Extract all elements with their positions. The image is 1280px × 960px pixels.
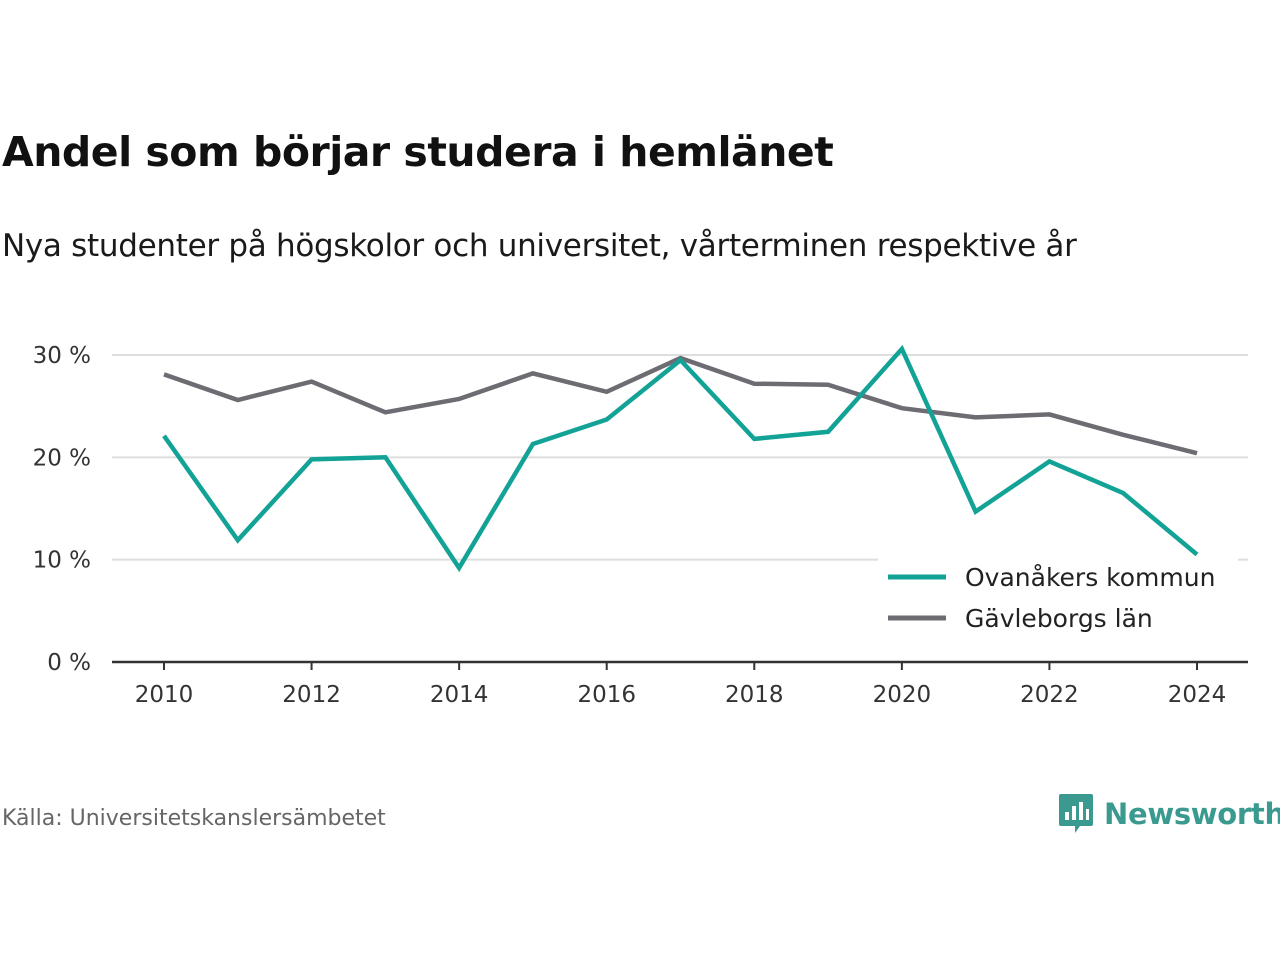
series-line-ovanaker <box>162 344 1199 573</box>
series-line-gavleborg <box>163 355 1198 456</box>
x-tick-label: 2010 <box>135 682 194 708</box>
x-tick-label: 2016 <box>577 682 636 708</box>
x-axis-ticks: 2010 2012 2014 2016 2018 2020 2022 2024 <box>135 662 1227 708</box>
chart-title: Andel som börjar studera i hemlänet <box>2 128 834 176</box>
source-note: Källa: Universitetskanslersämbetet <box>2 806 386 831</box>
x-tick-label: 2024 <box>1168 682 1227 708</box>
x-tick-label: 2022 <box>1020 682 1079 708</box>
legend: Ovanåkers kommun Gävleborgs län <box>878 556 1238 646</box>
x-tick-label: 2014 <box>430 682 489 708</box>
brand-logo: Newsworthy <box>1058 790 1280 838</box>
chart-subtitle: Nya studenter på högskolor och universit… <box>2 228 1077 264</box>
y-tick-label: 10 % <box>33 548 91 574</box>
x-tick-label: 2012 <box>282 682 341 708</box>
legend-label: Gävleborgs län <box>965 604 1153 633</box>
series-lines <box>162 344 1199 573</box>
brand-name: Newsworthy <box>1104 797 1280 831</box>
y-tick-label: 0 % <box>47 650 91 676</box>
y-tick-label: 20 % <box>33 445 91 471</box>
y-axis-ticks: 0 % 10 % 20 % 30 % <box>33 343 91 676</box>
x-tick-label: 2018 <box>725 682 784 708</box>
y-tick-label: 30 % <box>33 343 91 369</box>
x-tick-label: 2020 <box>873 682 932 708</box>
legend-background <box>878 556 1238 646</box>
legend-label: Ovanåkers kommun <box>965 563 1215 592</box>
newsworthy-logo-icon <box>1059 794 1093 833</box>
